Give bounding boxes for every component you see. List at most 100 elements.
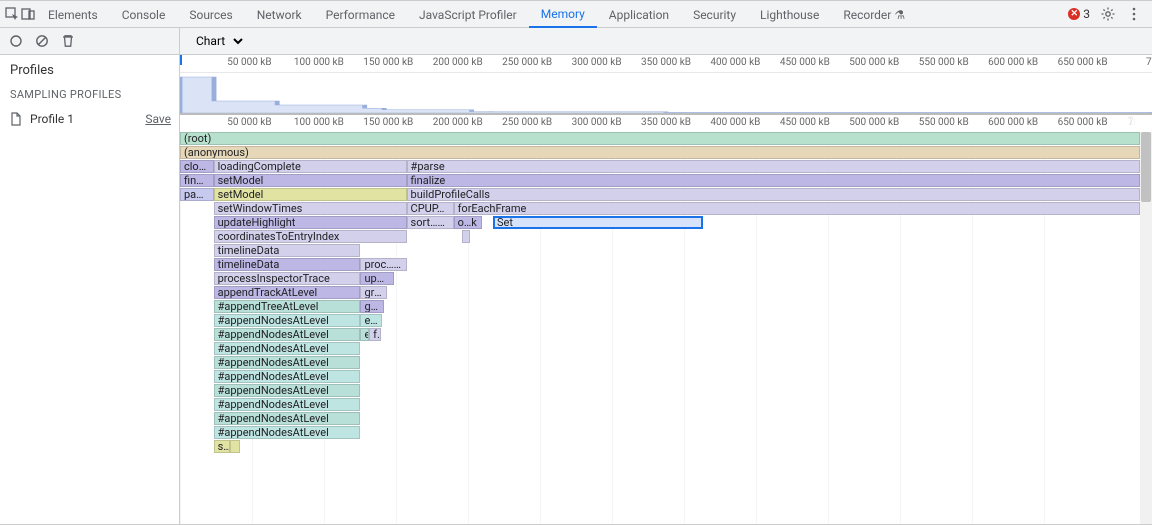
ruler-tick: 650 000 kB [1058,117,1108,128]
ruler-tick: 650 000 kB [1058,57,1108,68]
record-icon[interactable] [8,33,24,49]
flame-bar[interactable] [230,440,240,453]
flame-bar[interactable]: #appendNodesAtLevel [214,384,361,397]
flame-row: timelineData [180,244,1140,258]
flame-bar[interactable]: #appendNodesAtLevel [214,412,361,425]
flame-row: fin…cesetModelfinalize [180,174,1140,188]
flame-bar[interactable]: setModel [214,174,407,187]
profile-row[interactable]: Profile 1 Save [0,105,179,133]
flame-bar[interactable]: #appendNodesAtLevel [214,426,361,439]
ruler-tick: 550 000 kB [919,117,969,128]
flame-bar[interactable]: CPUP…del [407,202,454,215]
tab-lighthouse[interactable]: Lighthouse [748,1,831,28]
flame-bar[interactable]: ev…ew [360,314,381,327]
flame-bar[interactable]: sort…ples [407,216,454,229]
flame-row: #appendNodesAtLevel [180,384,1140,398]
flame-row: (root) [180,132,1140,146]
flame-row: pa…atsetModelbuildProfileCalls [180,188,1140,202]
save-link[interactable]: Save [145,112,171,126]
tab-application[interactable]: Application [597,1,681,28]
scrollbar-thumb[interactable] [1141,132,1151,202]
ruler-tick: 600 000 kB [988,57,1038,68]
ruler-bottom[interactable]: ‹› 50 000 kB100 000 kB150 000 kB200 000 … [180,114,1152,132]
flame-bar[interactable]: #appendNodesAtLevel [214,328,361,341]
flame-bar[interactable]: proc…ata [360,258,406,271]
gear-icon[interactable] [1100,6,1116,22]
tab-security[interactable]: Security [681,1,748,28]
device-icon[interactable] [20,6,36,22]
more-icon[interactable] [1126,6,1142,22]
ruler-tick: 550 000 kB [919,57,969,68]
flame-bar[interactable]: #appendNodesAtLevel [214,314,361,327]
ruler-tick: 50 000 kB [227,57,271,68]
clear-icon[interactable] [34,33,50,49]
flame-row: updateHighlightsort…pleso…k Set [180,216,1140,230]
flame-row: #appendTreeAtLevelgr…ew [180,300,1140,314]
error-count-value: 3 [1083,7,1090,21]
flame-bar[interactable]: processInspectorTrace [214,272,361,285]
flame-bar[interactable]: #appendNodesAtLevel [214,342,361,355]
flame-bar[interactable]: forEachFrame [454,202,1140,215]
flame-bar[interactable]: o…k [454,216,483,229]
flame-row: set [180,440,1140,454]
ruler-prev-icon[interactable]: ‹ [1130,116,1139,125]
flame-bar[interactable]: gro…ts [360,286,387,299]
flame-bar[interactable]: Set [493,216,703,229]
ruler-tick: 100 000 kB [294,117,344,128]
view-select[interactable]: Chart [188,31,246,51]
flame-bar[interactable]: set [214,440,230,453]
flame-bar[interactable]: #appendNodesAtLevel [214,356,361,369]
flame-bar[interactable]: gr…ew [360,300,383,313]
flame-bar[interactable]: buildProfileCalls [407,188,1140,201]
flame-bar[interactable]: setModel [214,188,407,201]
flame-bar[interactable]: setWindowTimes [214,202,407,215]
tab-javascript-profiler[interactable]: JavaScript Profiler [407,1,529,28]
flame-chart[interactable]: (root)(anonymous)closeloadingComplete#pa… [180,132,1152,524]
ruler-tick: 300 000 kB [572,117,622,128]
ruler-next-icon[interactable]: › [1141,116,1150,125]
flame-bar[interactable]: loadingComplete [214,160,407,173]
flame-bar[interactable]: f…r [369,328,381,341]
flame-row: timelineDataproc…ata [180,258,1140,272]
flame-bar[interactable]: e… [360,328,369,341]
flame-bar[interactable]: timelineData [214,244,361,257]
delete-icon[interactable] [60,33,76,49]
scrollbar-vertical[interactable] [1140,132,1152,524]
tab-memory[interactable]: Memory [529,1,597,28]
flame-bar[interactable]: #appendTreeAtLevel [214,300,361,313]
flame-bar[interactable]: updateHighlight [214,216,407,229]
flame-bar[interactable]: timelineData [214,258,361,271]
tab-performance[interactable]: Performance [314,1,407,28]
flame-bar[interactable]: #appendNodesAtLevel [214,370,361,383]
tab-network[interactable]: Network [245,1,314,28]
flame-bar[interactable]: (anonymous) [180,146,1140,159]
tab-elements[interactable]: Elements [36,1,110,28]
tab-sources[interactable]: Sources [177,1,244,28]
inspect-icon[interactable] [4,6,20,22]
flame-bar[interactable]: #parse [407,160,1140,173]
ruler-nav[interactable]: ‹› [1130,116,1150,125]
overview-area[interactable] [180,73,1152,113]
flame-bar[interactable]: (root) [180,132,1140,145]
flame-bar[interactable]: up…up [360,272,394,285]
flame-bar[interactable] [462,230,470,243]
ruler-tick: 500 000 kB [849,117,899,128]
flame-bar[interactable]: fin…ce [180,174,214,187]
ruler-tick: 450 000 kB [780,57,830,68]
flame-row: (anonymous) [180,146,1140,160]
tab-console[interactable]: Console [110,1,178,28]
tab-recorder-[interactable]: Recorder ⚗ [831,1,917,28]
flame-bar[interactable]: pa…at [180,188,214,201]
flame-bar[interactable]: finalize [407,174,1140,187]
error-count[interactable]: ✕ 3 [1068,7,1090,21]
ruler-tick: 150 000 kB [363,57,413,68]
flame-bar[interactable]: close [180,160,214,173]
ruler-top[interactable]: 50 000 kB100 000 kB150 000 kB200 000 kB2… [180,55,1152,73]
flame-bar[interactable]: appendTrackAtLevel [214,286,361,299]
flame-bar[interactable]: #appendNodesAtLevel [214,398,361,411]
ruler-tick: 400 000 kB [710,117,760,128]
ruler-tick: 200 000 kB [433,57,483,68]
profile-file-icon [8,111,24,127]
flame-bar[interactable]: coordinatesToEntryIndex [214,230,407,243]
flame-row: #appendNodesAtLevel [180,412,1140,426]
